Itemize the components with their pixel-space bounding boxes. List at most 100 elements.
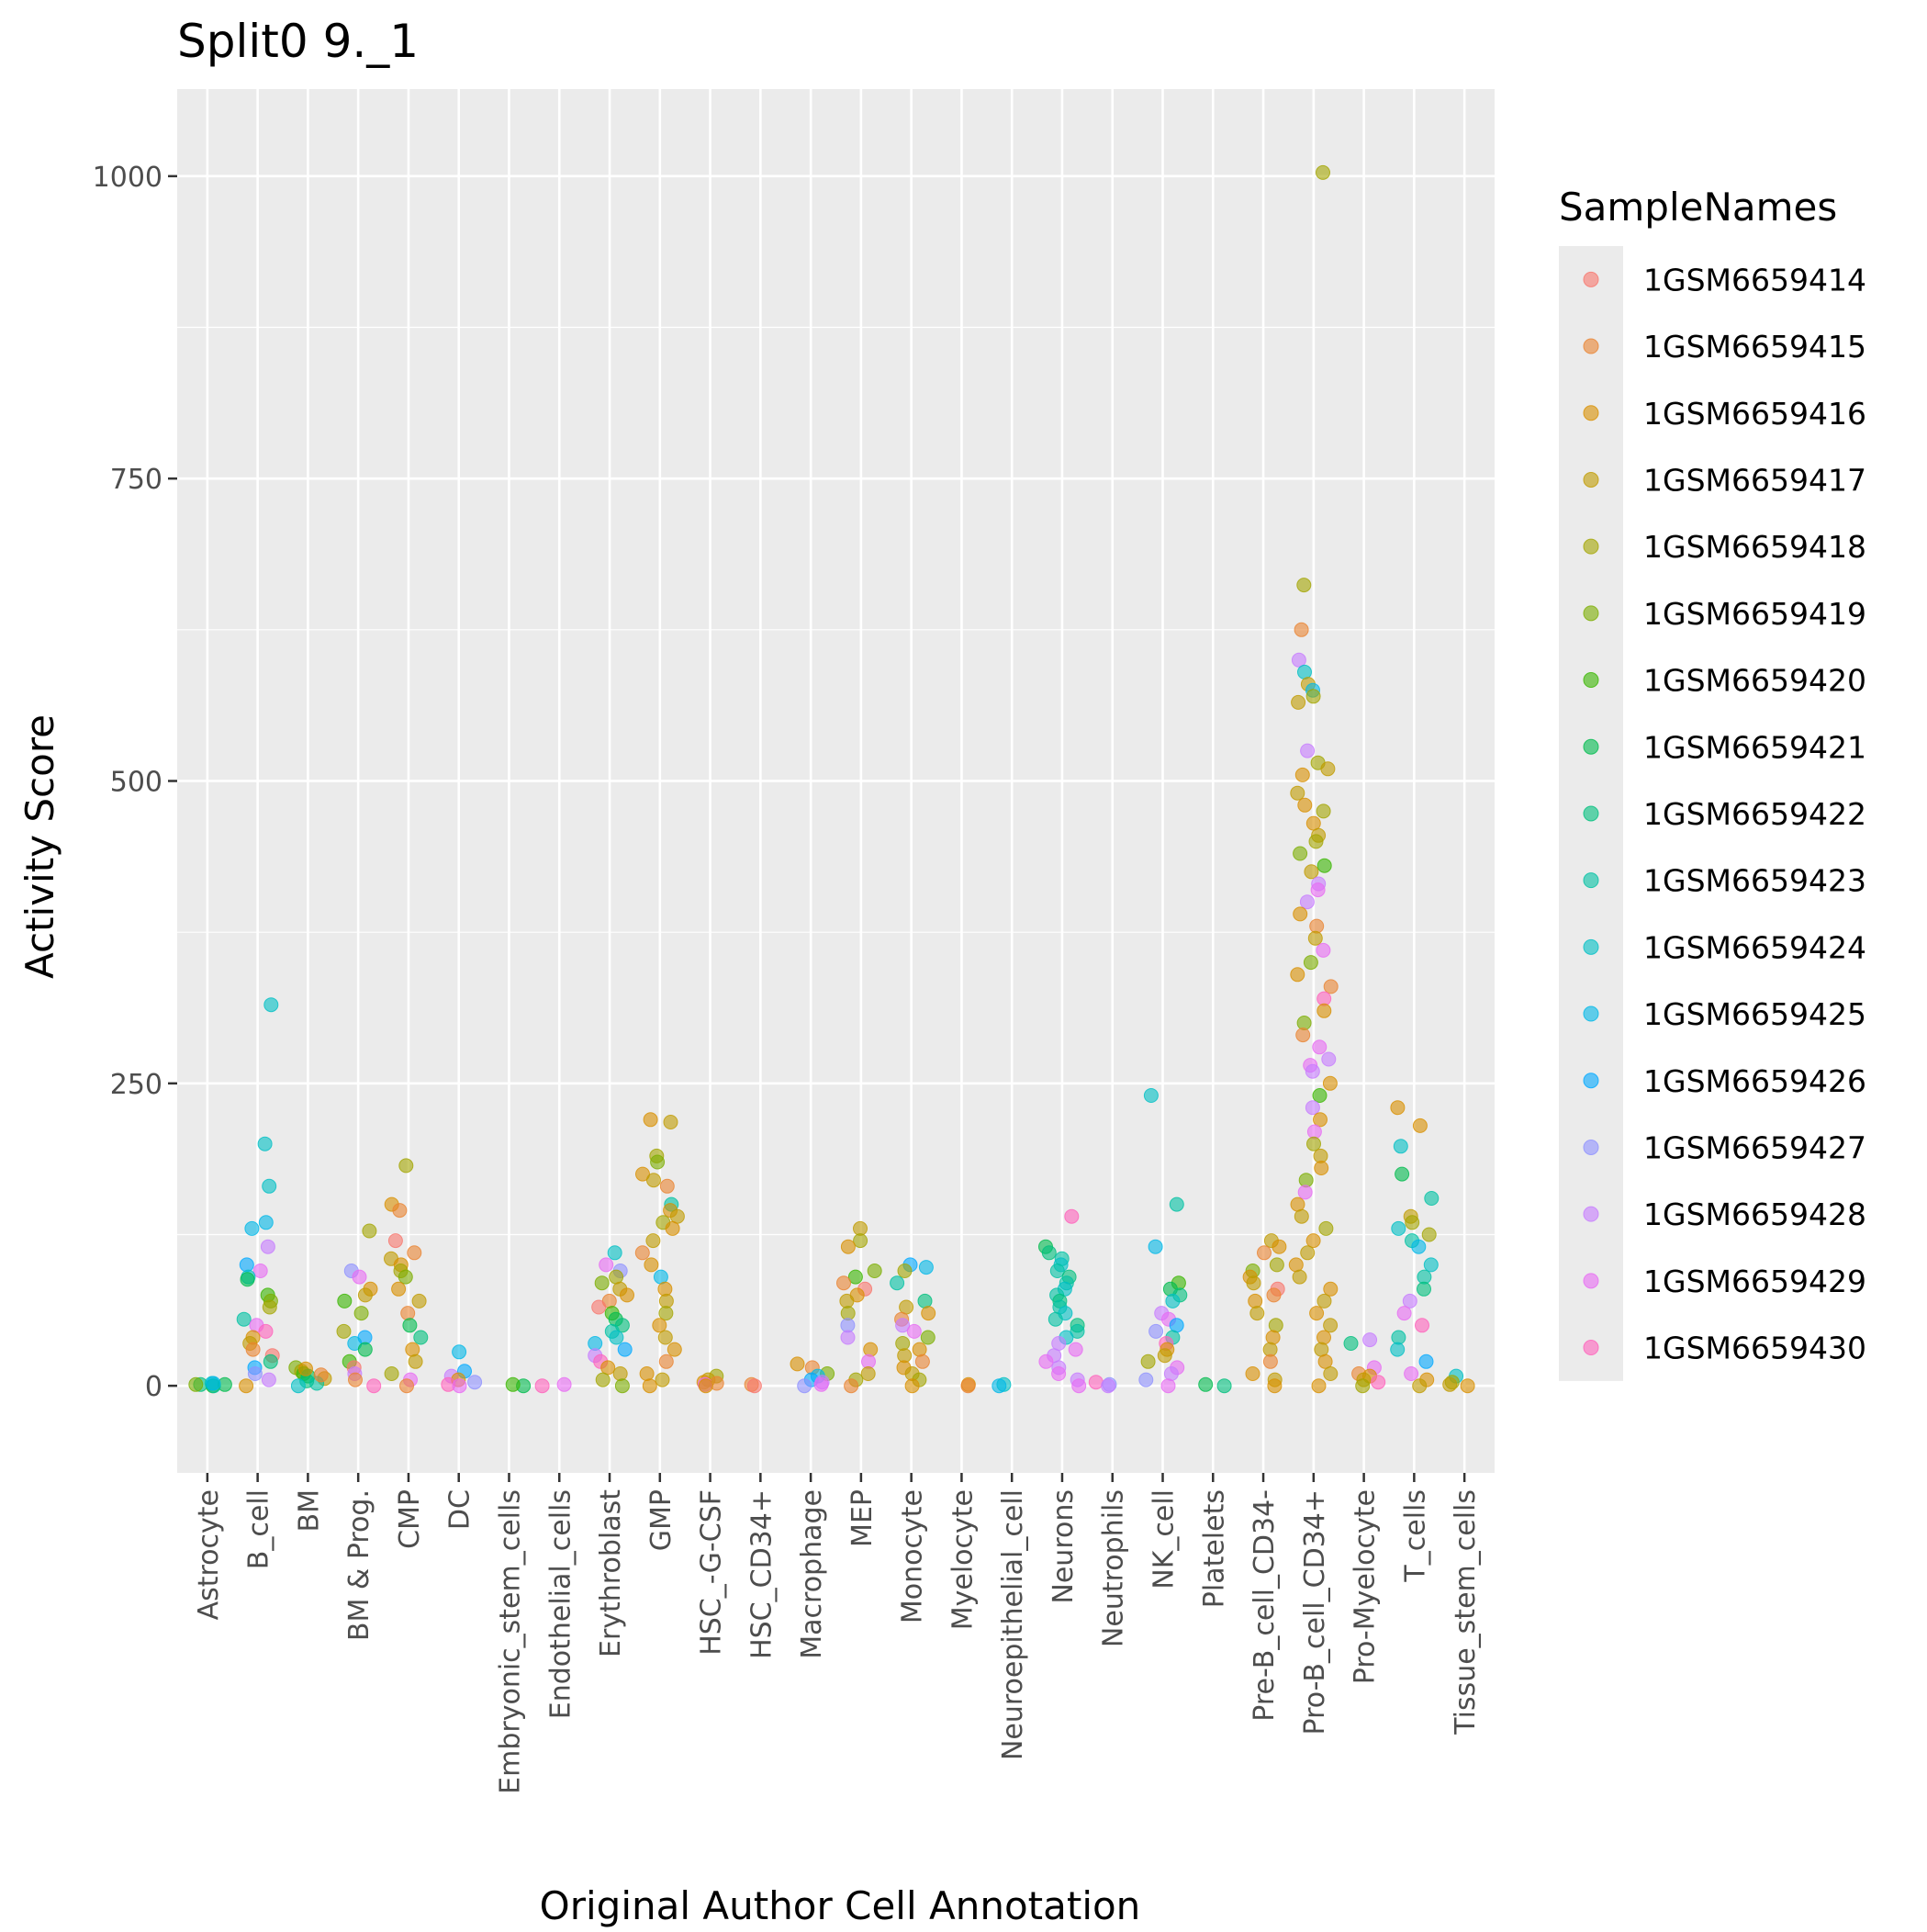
data-point [1272, 1239, 1287, 1254]
data-point [1300, 743, 1316, 758]
x-tick-label: NK_cell [1148, 1489, 1181, 1589]
data-point [1390, 1100, 1406, 1116]
data-point [1316, 858, 1332, 873]
data-point [1310, 882, 1326, 898]
data-point [1249, 1306, 1265, 1321]
y-tick-label: 1000 [93, 162, 162, 194]
chart-title: Split0 9._1 [177, 15, 419, 68]
data-point [257, 1136, 273, 1151]
data-points [188, 164, 1475, 1394]
legend-entry-label: 1GSM6659421 [1643, 729, 1866, 765]
data-point [1288, 1257, 1304, 1273]
legend-key-swatch [1583, 872, 1599, 889]
x-tick-label: Platelets [1198, 1489, 1230, 1608]
data-point [1294, 1208, 1309, 1224]
data-point [391, 1281, 407, 1297]
data-point [1299, 894, 1315, 910]
legend-key-swatch [1583, 1005, 1599, 1022]
legend-title: SampleNames [1559, 185, 1837, 230]
data-point [1391, 1220, 1406, 1236]
data-point [352, 1269, 367, 1285]
data-point [667, 1342, 682, 1357]
x-tick-label: B_cell [243, 1489, 275, 1569]
data-point [366, 1378, 382, 1394]
data-point [534, 1378, 550, 1394]
legend-entry-label: 1GSM6659423 [1643, 863, 1866, 899]
data-point [904, 1378, 920, 1394]
data-point [1068, 1342, 1083, 1357]
data-point [505, 1376, 521, 1392]
data-point [1323, 1281, 1339, 1297]
data-point [1294, 767, 1310, 782]
data-point [556, 1376, 572, 1392]
data-point [1246, 1275, 1261, 1291]
data-point [960, 1378, 976, 1394]
data-point [1292, 1269, 1307, 1285]
legend-entry-label: 1GSM6659420 [1643, 663, 1866, 699]
legend-key-swatch [1583, 1340, 1599, 1356]
data-point [1298, 1173, 1314, 1188]
data-point [1312, 1088, 1328, 1103]
data-point [655, 1372, 670, 1387]
data-point [1290, 967, 1305, 983]
data-point [746, 1378, 762, 1394]
data-point [921, 1306, 936, 1321]
legend-entry-label: 1GSM6659416 [1643, 396, 1866, 432]
data-point [1305, 1233, 1321, 1249]
data-point [1140, 1354, 1156, 1369]
data-point [1267, 1378, 1283, 1394]
data-point [245, 1342, 261, 1357]
data-point [1316, 1003, 1332, 1018]
data-point [1412, 1118, 1428, 1133]
data-point [399, 1378, 414, 1394]
x-tick-label: Myelocyte [947, 1489, 979, 1630]
data-point [258, 1215, 274, 1230]
data-point [1355, 1378, 1371, 1394]
data-point [614, 1378, 630, 1394]
data-point [617, 1342, 633, 1357]
data-point [599, 1257, 614, 1273]
x-tick-label: HSC_CD34+ [745, 1489, 778, 1659]
data-point [1269, 1257, 1284, 1273]
data-point [1049, 1264, 1065, 1278]
data-point [247, 1366, 263, 1381]
data-point [1216, 1378, 1232, 1394]
data-point [1305, 1063, 1320, 1079]
data-point [836, 1275, 851, 1291]
x-tick-label: Pro-Myelocyte [1350, 1489, 1382, 1684]
data-point [1291, 694, 1306, 710]
axes: 0 250 500 750 1000 Astrocyte B_cell BM BM & Prog… [93, 162, 1482, 1794]
data-point [261, 1372, 276, 1387]
data-point [642, 1378, 657, 1394]
data-point [1294, 622, 1309, 637]
data-point [1297, 1185, 1313, 1200]
data-point [665, 1220, 680, 1236]
x-tick-label: Neurons [1048, 1489, 1080, 1604]
data-point [263, 997, 279, 1013]
y-axis-title: Activity Score [17, 714, 62, 979]
x-tick-label: Endothelial_cells [544, 1489, 577, 1719]
data-point [1417, 1281, 1431, 1297]
data-point [914, 1354, 930, 1369]
legend-entry-label: 1GSM6659425 [1643, 996, 1866, 1032]
data-point [644, 1257, 659, 1273]
x-tick-label: BM & Prog. [343, 1489, 375, 1641]
data-point [1395, 1166, 1410, 1182]
data-point [1138, 1372, 1154, 1387]
data-point [659, 1178, 675, 1194]
legend-key-swatch [1583, 1139, 1599, 1155]
data-point [1048, 1311, 1063, 1327]
data-point [1291, 652, 1306, 668]
legend-entry-label: 1GSM6659427 [1643, 1129, 1866, 1165]
data-point [1290, 785, 1305, 801]
data-point [895, 1318, 911, 1333]
legend-key-swatch [1583, 271, 1599, 287]
data-point [658, 1354, 674, 1369]
data-point [1316, 803, 1331, 819]
data-point [1404, 1366, 1419, 1381]
data-point [840, 1239, 856, 1254]
data-point [1402, 1293, 1417, 1309]
data-point [609, 1330, 624, 1345]
data-point [337, 1293, 353, 1309]
